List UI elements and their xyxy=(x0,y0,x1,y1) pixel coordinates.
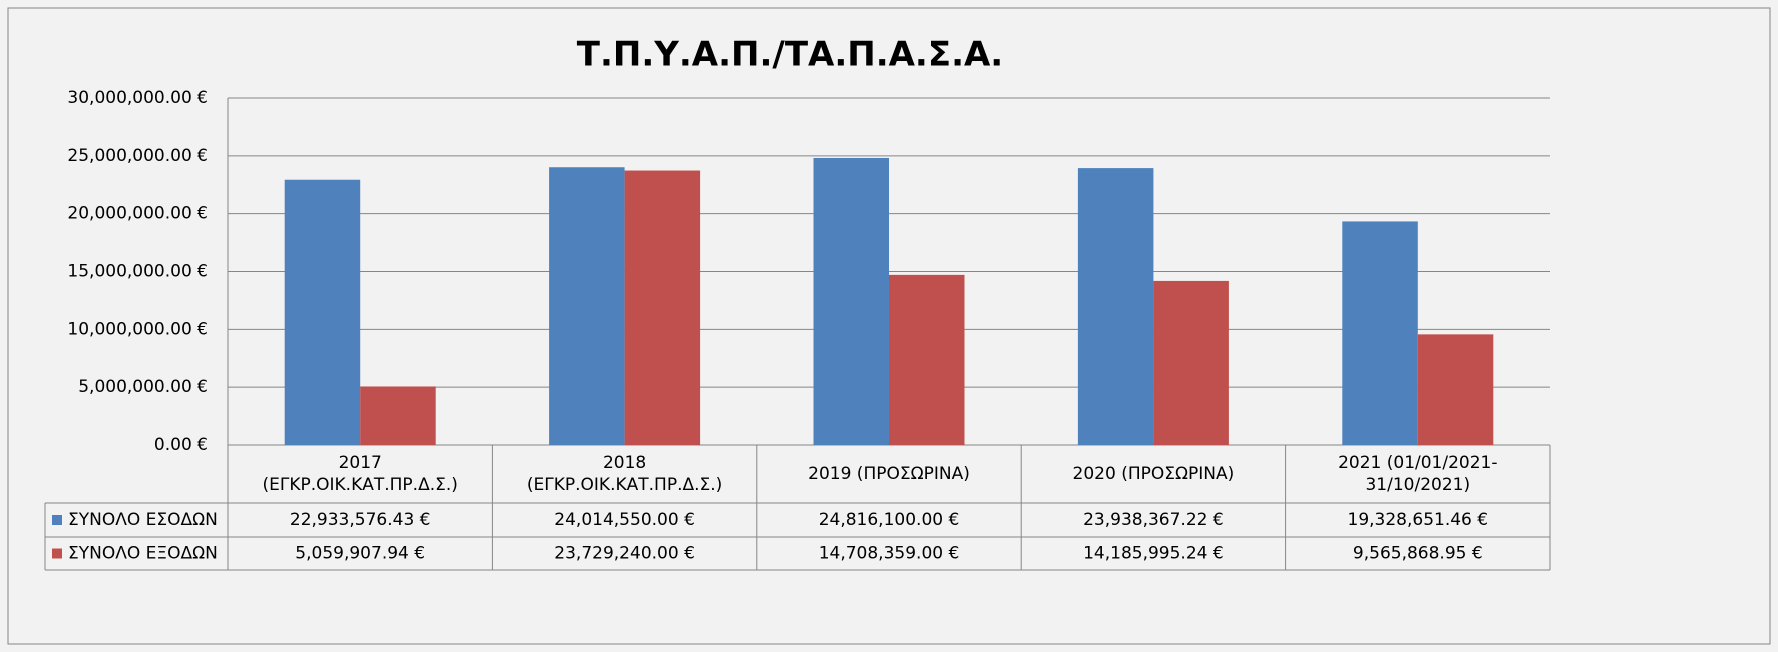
y-tick-label: 25,000,000.00 € xyxy=(67,146,208,166)
bar xyxy=(813,157,889,445)
x-tick-label: 2020 (ΠΡΟΣΩΡΙΝΑ) xyxy=(1073,464,1235,484)
data-label: 14,185,995.24 € xyxy=(1083,544,1224,564)
legend-label: ΣΥΝΟΛΟ ΕΣΟΔΩΝ xyxy=(68,510,218,530)
x-tick-label: 2021 (01/01/2021-31/10/2021) xyxy=(1338,453,1497,495)
bar xyxy=(1077,168,1154,445)
y-tick-label: 15,000,000.00 € xyxy=(67,262,208,282)
bar xyxy=(1342,221,1418,445)
bar xyxy=(284,179,361,445)
y-tick-label: 30,000,000.00 € xyxy=(67,88,208,108)
data-label: 9,565,868.95 € xyxy=(1353,544,1483,564)
chart-title: Τ.Π.Υ.Α.Π./ΤΑ.Π.Α.Σ.Α. xyxy=(577,35,1003,75)
bar xyxy=(549,167,625,446)
legend-swatch xyxy=(52,515,62,525)
legend-swatch xyxy=(52,548,62,559)
data-label: 23,938,367.22 € xyxy=(1083,510,1224,530)
y-tick-label: 5,000,000.00 € xyxy=(78,377,208,397)
data-label: 22,933,576.43 € xyxy=(290,510,431,530)
y-tick-label: 20,000,000.00 € xyxy=(67,204,208,224)
bar xyxy=(360,386,436,445)
x-tick-label: 2018 (ΕΓΚΡ.ΟΙΚ.ΚΑΤ.ΠΡ.Δ.Σ.) xyxy=(527,453,722,495)
x-tick-label: 2019 (ΠΡΟΣΩΡΙΝΑ) xyxy=(808,464,970,484)
legend-label: ΣΥΝΟΛΟ ΕΞΟΔΩΝ xyxy=(68,544,218,564)
data-label: 14,708,359.00 € xyxy=(819,544,960,564)
data-label: 5,059,907.94 € xyxy=(295,544,425,564)
bar xyxy=(889,274,965,445)
x-tick-label: 2017 (ΕΓΚΡ.ΟΙΚ.ΚΑΤ.ΠΡ.Δ.Σ.) xyxy=(262,453,457,495)
data-label: 23,729,240.00 € xyxy=(554,544,695,564)
bar xyxy=(624,170,701,445)
y-tick-label: 10,000,000.00 € xyxy=(67,319,208,339)
y-tick-label: 0.00 € xyxy=(154,435,208,455)
bar xyxy=(1417,334,1494,445)
bar xyxy=(1153,280,1229,445)
data-label: 24,014,550.00 € xyxy=(554,510,695,530)
data-label: 19,328,651.46 € xyxy=(1348,510,1489,530)
data-label: 24,816,100.00 € xyxy=(819,510,960,530)
